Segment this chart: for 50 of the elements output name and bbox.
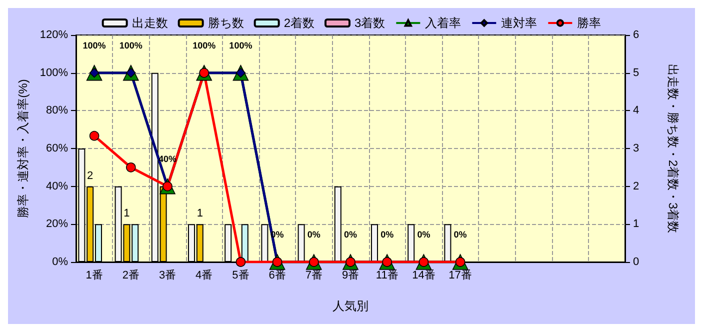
data-label: 0% — [454, 230, 467, 240]
data-label: 0% — [380, 230, 394, 240]
point — [236, 257, 246, 267]
x-tick-label: 4番 — [196, 268, 213, 282]
data-label: 0% — [307, 230, 320, 240]
y2-tick-label: 4 — [633, 104, 640, 117]
x-tick-label: 6番 — [268, 268, 286, 282]
point — [89, 130, 100, 141]
data-label: 100% — [119, 40, 142, 50]
legend-label: 出走数 — [132, 16, 168, 30]
x-tick-label: 3番 — [158, 268, 176, 282]
legend-label: 2着数 — [284, 16, 315, 30]
x-tick-label: 9番 — [342, 268, 360, 282]
data-label: 1 — [124, 208, 130, 220]
x-tick-label: 11番 — [376, 268, 398, 282]
legend-label: 勝率 — [577, 16, 602, 30]
data-label: 2 — [87, 170, 94, 182]
y-tick-label: 20% — [46, 218, 68, 230]
legend-label: 入着率 — [425, 16, 462, 30]
y-axis-title: 勝率・連対率・入着率(%) — [16, 79, 30, 218]
y-tick-label: 60% — [46, 142, 68, 154]
y-tick-label: 120% — [40, 29, 68, 41]
data-label: 100% — [192, 40, 216, 50]
data-label: 100% — [82, 40, 106, 50]
y2-tick-label: 6 — [633, 29, 640, 41]
data-label: 0% — [417, 230, 430, 240]
y-tick-label: 40% — [46, 180, 68, 192]
point — [126, 162, 136, 172]
y2-tick-label: 1 — [633, 218, 640, 230]
x-tick-label: 1番 — [86, 268, 103, 282]
legend-label: 勝ち数 — [208, 16, 244, 30]
y2-tick-label: 2 — [633, 180, 640, 192]
x-tick-label: 7番 — [305, 268, 322, 282]
x-tick-label: 17番 — [448, 268, 472, 282]
x-tick-label: 2番 — [122, 268, 140, 282]
x-axis-title: 人気別 — [332, 299, 368, 313]
y-tick-label: 100% — [40, 66, 68, 79]
x-tick-label: 5番 — [232, 268, 250, 282]
legend-label: 連対率 — [501, 16, 538, 30]
data-label: 100% — [229, 40, 252, 50]
data-label: 0% — [344, 230, 358, 240]
y-tick-label: 0% — [52, 256, 68, 268]
legend-label: 3着数 — [354, 16, 386, 30]
y-tick-label: 80% — [46, 104, 68, 117]
y2-tick-label: 0 — [633, 256, 640, 268]
y2-tick-label: 5 — [633, 66, 640, 79]
data-label: 1 — [196, 208, 203, 220]
y2-axis-title: 出走数・勝ち数・2着数・3着数 — [666, 64, 680, 234]
y2-tick-label: 3 — [633, 142, 640, 154]
x-tick-label: 14番 — [412, 268, 436, 282]
